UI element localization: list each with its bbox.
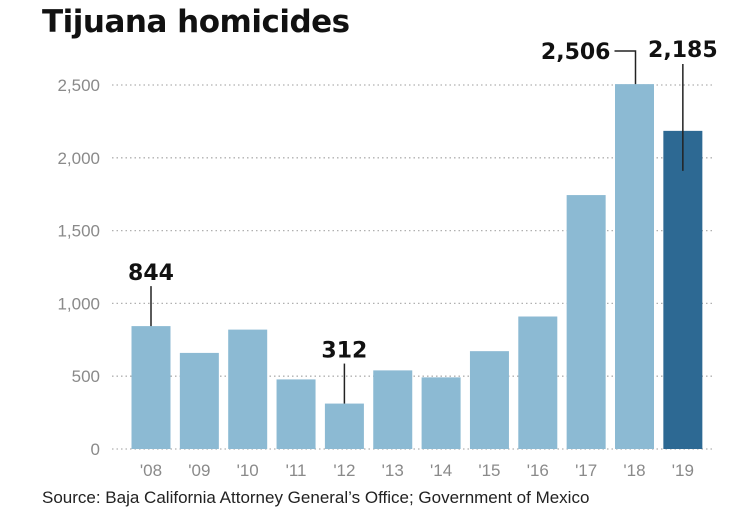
x-tick-label: '19 xyxy=(672,461,694,480)
y-tick-label: 1,000 xyxy=(57,294,100,313)
x-tick-label: '16 xyxy=(527,461,549,480)
y-tick-label: 2,000 xyxy=(57,149,100,168)
x-tick-label: '14 xyxy=(430,461,452,480)
bar xyxy=(518,316,558,449)
data-label: 2,185 xyxy=(648,38,718,63)
x-tick-label: '13 xyxy=(382,461,404,480)
bar xyxy=(324,403,364,449)
x-tick-label: '10 xyxy=(237,461,259,480)
x-tick-label: '11 xyxy=(286,461,307,480)
data-label: 312 xyxy=(321,339,367,364)
bar xyxy=(228,329,268,449)
data-label: 844 xyxy=(128,261,174,286)
y-tick-label: 0 xyxy=(91,440,100,459)
source-note: Source: Baja California Attorney General… xyxy=(42,488,590,507)
leader-line xyxy=(614,50,637,85)
y-tick-label: 500 xyxy=(72,367,100,386)
bar xyxy=(179,352,219,449)
chart-title: Tijuana homicides xyxy=(42,4,350,40)
bars xyxy=(131,84,703,449)
data-labels: 844 312 2,506 2,185 xyxy=(128,38,718,364)
bar xyxy=(421,377,461,449)
data-label: 2,506 xyxy=(541,40,611,65)
x-tick-label: '17 xyxy=(575,461,597,480)
x-tick-label: '18 xyxy=(623,461,645,480)
y-tick-label: 1,500 xyxy=(57,222,100,241)
bar-chart: 0 500 1,000 1,500 2,000 2,500 844 312 2,506 2,18… xyxy=(57,38,718,480)
bar xyxy=(469,351,509,449)
y-tick-label: 2,500 xyxy=(57,76,100,95)
bar xyxy=(566,195,606,449)
x-tick-label: '12 xyxy=(333,461,355,480)
bar xyxy=(373,370,413,449)
bar xyxy=(663,130,703,449)
label-leaders xyxy=(150,50,684,404)
x-tick-label: '15 xyxy=(478,461,500,480)
y-axis-ticks: 0 500 1,000 1,500 2,000 2,500 xyxy=(57,76,100,459)
bar xyxy=(615,84,654,449)
bar xyxy=(276,379,316,449)
x-tick-label: '08 xyxy=(140,461,162,480)
bar xyxy=(131,326,171,449)
x-tick-label: '09 xyxy=(188,461,210,480)
x-axis-ticks: '08 '09 '10 '11 '12 '13 '14 '15 '16 '17 '18 '19 xyxy=(140,461,694,480)
